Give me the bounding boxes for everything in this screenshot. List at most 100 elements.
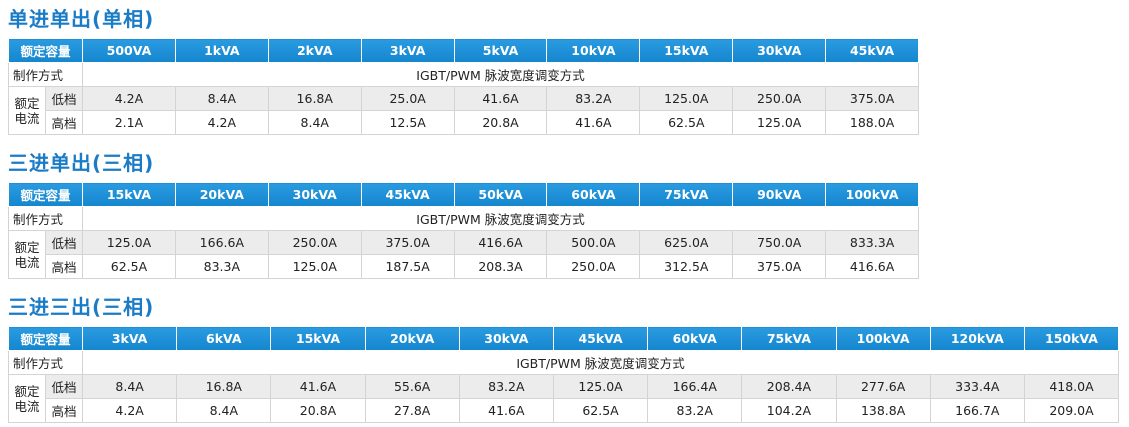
low-current: 41.6A — [270, 374, 366, 399]
capacity: 15kVA — [639, 38, 734, 63]
capacity: 150kVA — [1023, 326, 1120, 351]
low-current: 750.0A — [732, 230, 827, 255]
low-current: 418.0A — [1023, 374, 1120, 399]
capacity: 5kVA — [453, 38, 548, 63]
capacity: 20kVA — [174, 182, 269, 207]
section-title: 三进三出(三相) — [8, 295, 155, 319]
low-current: 83.2A — [458, 374, 554, 399]
high-current: 83.2A — [647, 398, 743, 423]
high-current: 41.6A — [458, 398, 554, 423]
capacity: 3kVA — [82, 326, 178, 351]
table-body: 额定容量 500VA 1kVA 2kVA 3kVA 5kVA 10kVA 15kVA 30kVA… — [7, 38, 920, 135]
capacity: 30kVA — [267, 182, 362, 207]
high-current: 8.4A — [267, 110, 362, 135]
high-current: 2.1A — [82, 110, 176, 135]
capacity: 60kVA — [546, 182, 641, 207]
table-body: 额定容量 15kVA 20kVA 30kVA 45kVA 50kVA 60kVA 75kVA 9… — [7, 182, 920, 279]
capacity: 20kVA — [364, 326, 460, 351]
table-body: 额定容量 3kVA 6kVA 15kVA 20kVA 30kVA 45kVA 60kVA 75k… — [7, 326, 1120, 423]
low-current: 125.0A — [82, 230, 176, 255]
high-row: 高档 2.1A 4.2A 8.4A 12.5A 20.8A 41.6A 62.5A 125.0A… — [9, 110, 920, 135]
high-current: 62.5A — [552, 398, 649, 423]
low-current: 250.0A — [732, 86, 827, 111]
low-row: 额定电流 低档 4.2A 8.4A 16.8A 25.0A 41.6A 83.2A 125.0A… — [8, 86, 920, 135]
header-row: 额定容量 500VA 1kVA 2kVA 3kVA 5kVA 10kVA 15kVA 30kVA… — [7, 38, 920, 63]
capacity: 90kVA — [732, 182, 827, 207]
high-current: 209.0A — [1023, 398, 1120, 423]
high-current: 187.5A — [360, 254, 455, 279]
high-current: 62.5A — [639, 110, 734, 135]
low-current: 208.4A — [741, 374, 837, 399]
method-label: 制作方式 — [7, 350, 84, 375]
low-current: 8.4A — [82, 374, 178, 399]
capacity: 3kVA — [360, 38, 455, 63]
high-current: 27.8A — [364, 398, 460, 423]
low-current: 625.0A — [639, 230, 734, 255]
header-label: 额定容量 — [7, 38, 84, 63]
method: IGBT/PWM 脉波宽度调变方式 — [82, 350, 1120, 375]
low-label: 低档 — [44, 230, 84, 255]
high-current: 250.0A — [546, 254, 641, 279]
low-current: 416.6A — [453, 230, 548, 255]
high-current: 125.0A — [267, 254, 362, 279]
current-label: 额定电流 — [8, 230, 46, 279]
section: 单进单出(单相) 额定容量 500VA 1kVA 2kVA 3kVA 5kVA 10kVA 15… — [7, 4, 920, 135]
high-row: 高档 62.5A 83.3A 125.0A 187.5A 208.3A 250.0A 312.… — [9, 254, 920, 279]
high-current: 188.0A — [825, 110, 920, 135]
capacity: 100kVA — [825, 182, 920, 207]
low-current: 500.0A — [546, 230, 641, 255]
header-row: 额定容量 15kVA 20kVA 30kVA 45kVA 50kVA 60kVA 75kVA 9… — [7, 182, 920, 207]
low-current: 277.6A — [835, 374, 931, 399]
high-current: 62.5A — [82, 254, 176, 279]
section-title: 单进单出(单相) — [8, 7, 155, 31]
low-current: 166.4A — [647, 374, 743, 399]
high-current: 125.0A — [732, 110, 827, 135]
method: IGBT/PWM 脉波宽度调变方式 — [82, 206, 920, 231]
high-current: 166.7A — [929, 398, 1025, 423]
capacity: 75kVA — [639, 182, 734, 207]
capacity: 6kVA — [176, 326, 272, 351]
low-current: 250.0A — [267, 230, 362, 255]
spec-table: 额定容量 500VA 1kVA 2kVA 3kVA 5kVA 10kVA 15kVA 30kVA… — [7, 38, 920, 135]
low-row: 额定电流 低档 8.4A 16.8A 41.6A 55.6A 83.2A 125.0A 166.… — [8, 374, 1120, 423]
capacity: 45kVA — [825, 38, 920, 63]
low-current: 41.6A — [453, 86, 548, 111]
capacity: 75kVA — [741, 326, 837, 351]
high-current: 41.6A — [546, 110, 641, 135]
spec-table: 额定容量 15kVA 20kVA 30kVA 45kVA 50kVA 60kVA 75kVA 9… — [7, 182, 920, 279]
capacity: 30kVA — [732, 38, 827, 63]
capacity: 15kVA — [270, 326, 366, 351]
low-current: 833.3A — [825, 230, 920, 255]
low-current: 8.4A — [174, 86, 269, 111]
low-row: 额定电流 低档 125.0A 166.6A 250.0A 375.0A 416.6A 500.… — [8, 230, 920, 279]
method-label: 制作方式 — [7, 62, 84, 87]
high-current: 416.6A — [825, 254, 920, 279]
method-label: 制作方式 — [7, 206, 84, 231]
low-current: 375.0A — [360, 230, 455, 255]
low-current: 16.8A — [267, 86, 362, 111]
high-current: 83.3A — [174, 254, 269, 279]
capacity: 60kVA — [647, 326, 743, 351]
method-row: 制作方式 IGBT/PWM 脉波宽度调变方式 — [7, 206, 920, 231]
low-label: 低档 — [44, 86, 84, 111]
capacity: 30kVA — [458, 326, 554, 351]
high-current: 375.0A — [732, 254, 827, 279]
header-label: 额定容量 — [7, 182, 84, 207]
low-current: 125.0A — [639, 86, 734, 111]
capacity: 100kVA — [835, 326, 931, 351]
low-label: 低档 — [44, 374, 84, 399]
low-current: 16.8A — [176, 374, 272, 399]
capacity: 120kVA — [929, 326, 1025, 351]
high-current: 312.5A — [639, 254, 734, 279]
high-label: 高档 — [44, 110, 84, 135]
high-label: 高档 — [44, 398, 84, 423]
low-current: 166.6A — [174, 230, 269, 255]
section: 三进三出(三相) 额定容量 3kVA 6kVA 15kVA 20kVA 30kVA 45kVA… — [7, 292, 1120, 423]
low-current: 83.2A — [546, 86, 641, 111]
low-current: 333.4A — [929, 374, 1025, 399]
section-title: 三进单出(三相) — [8, 151, 155, 175]
low-current: 4.2A — [82, 86, 176, 111]
high-current: 8.4A — [176, 398, 272, 423]
capacity: 500VA — [82, 38, 176, 63]
